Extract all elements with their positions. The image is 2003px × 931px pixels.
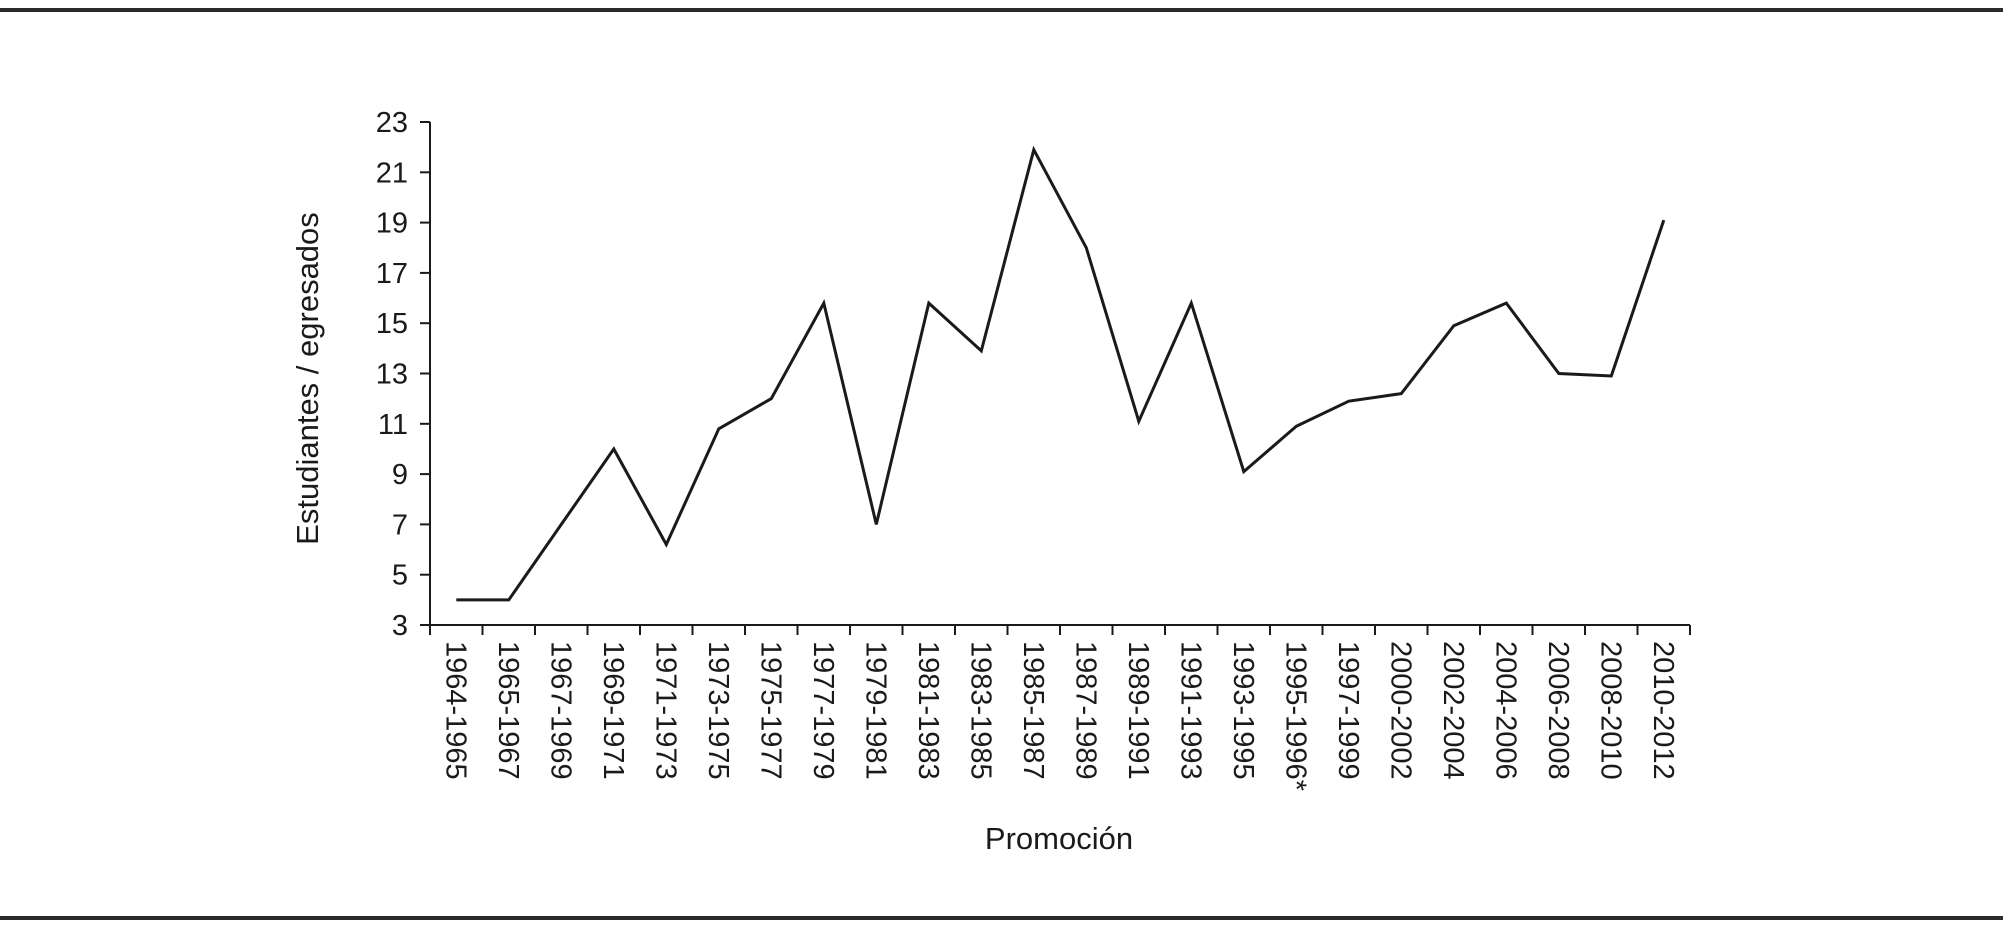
x-ticks: 1964-1965 1965-1967 1967-1969 1969-1971 1971…: [429, 625, 1691, 791]
y-tick-label: 23: [376, 107, 408, 139]
y-tick-label: 17: [376, 258, 408, 290]
x-tick-label: 1979-1981: [859, 641, 891, 780]
y-tick-label: 9: [392, 459, 408, 491]
y-tick-label: 3: [392, 610, 408, 642]
y-tick-label: 11: [378, 409, 408, 441]
y-tick-label: 15: [376, 308, 408, 340]
x-tick-label: 2010-2012: [1647, 641, 1679, 780]
x-tick-label: 1973-1975: [702, 641, 734, 780]
y-ticks: 3 5 7 9 11 13 15 17 19 21 23: [376, 107, 430, 642]
x-tick-label: 1969-1971: [597, 641, 629, 780]
x-tick-label: 2002-2004: [1437, 641, 1469, 780]
top-rule: [0, 8, 2003, 12]
x-tick-label: 1981-1983: [912, 641, 944, 780]
y-tick-label: 5: [392, 560, 408, 592]
x-tick-label: 1977-1979: [807, 641, 839, 780]
x-tick-label: 1997-1999: [1332, 641, 1364, 780]
x-tick-label: 1995-1996*: [1279, 641, 1311, 791]
x-tick-label: 1983-1985: [964, 641, 996, 780]
series-line: [456, 145, 1666, 602]
x-tick-label: 1971-1973: [649, 641, 681, 780]
x-tick-label: 2000-2002: [1384, 641, 1416, 780]
x-tick-label: 1987-1989: [1069, 641, 1101, 780]
x-tick-label: 1975-1977: [754, 641, 786, 780]
y-tick-label: 19: [376, 208, 408, 240]
x-tick-label: 1967-1969: [544, 641, 576, 780]
y-tick-label: 7: [392, 509, 408, 541]
x-tick-label: 1993-1995: [1227, 641, 1259, 780]
y-axis-title: Estudiantes / egresados: [290, 212, 325, 545]
series-group: [456, 145, 1666, 602]
x-axis-title: Promoción: [985, 821, 1133, 856]
x-tick-label: 1964-1965: [439, 641, 471, 780]
x-tick-label: 2006-2008: [1542, 641, 1574, 780]
y-tick-label: 13: [376, 359, 408, 391]
x-tick-label: 1965-1967: [492, 641, 524, 780]
x-tick-label: 1991-1993: [1174, 641, 1206, 780]
y-tick-label: 21: [376, 157, 408, 189]
bottom-rule: [0, 916, 2003, 920]
x-tick-label: 2004-2006: [1489, 641, 1521, 780]
x-tick-label: 2008-2010: [1594, 641, 1626, 780]
x-tick-label: 1989-1991: [1122, 641, 1154, 780]
x-tick-label: 1985-1987: [1017, 641, 1049, 780]
